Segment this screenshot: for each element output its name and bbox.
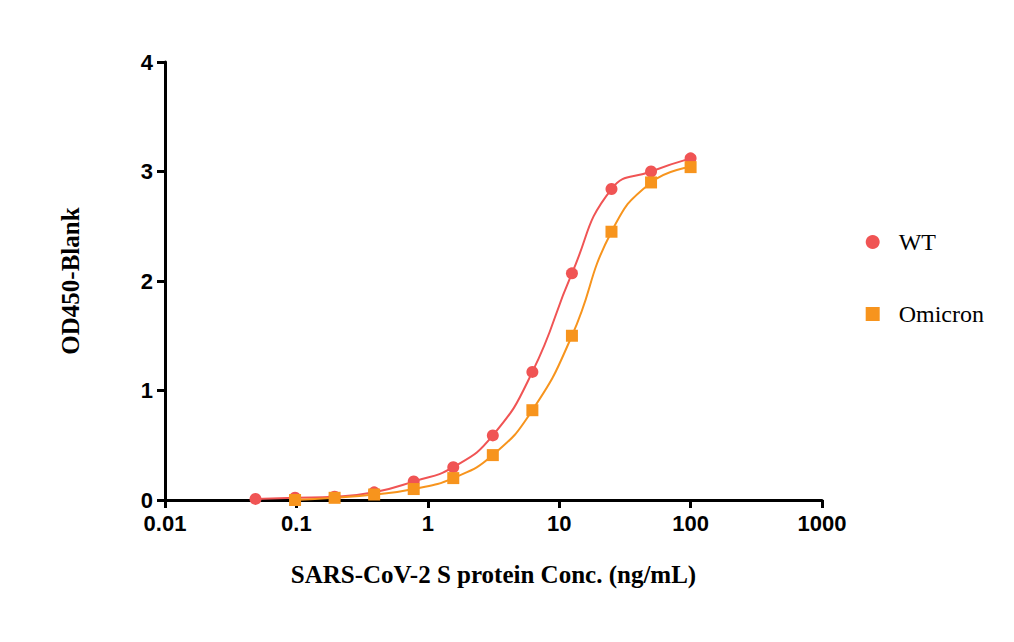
svg-text:1000: 1000 — [798, 511, 847, 536]
svg-text:4: 4 — [141, 50, 154, 75]
svg-text:2: 2 — [141, 269, 153, 294]
svg-text:0.1: 0.1 — [281, 511, 312, 536]
svg-text:1: 1 — [422, 511, 434, 536]
svg-text:10: 10 — [547, 511, 571, 536]
svg-text:Omicron: Omicron — [899, 301, 984, 327]
svg-text:WT: WT — [899, 229, 937, 255]
svg-text:3: 3 — [141, 159, 153, 184]
svg-text:1: 1 — [141, 378, 153, 403]
svg-text:0: 0 — [141, 488, 153, 513]
svg-text:SARS-CoV-2 S protein Conc. (ng: SARS-CoV-2 S protein Conc. (ng/mL) — [291, 561, 696, 589]
svg-text:OD450-Blank: OD450-Blank — [57, 207, 84, 354]
svg-text:100: 100 — [672, 511, 709, 536]
svg-text:0.01: 0.01 — [144, 511, 187, 536]
